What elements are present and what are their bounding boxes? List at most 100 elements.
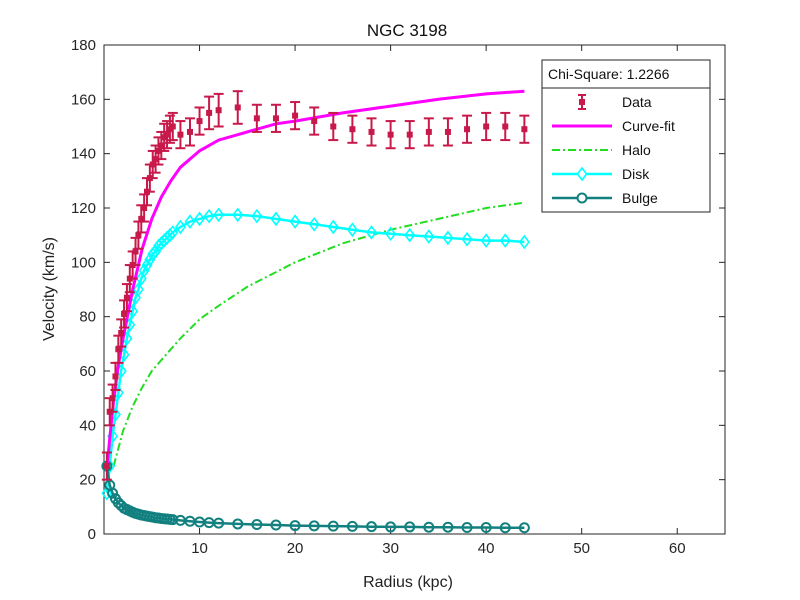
data-marker: [121, 310, 128, 317]
series-bulge-marker: [423, 521, 435, 533]
series-disk-marker: [442, 230, 454, 246]
series-disk-marker: [404, 227, 416, 243]
data-marker: [272, 115, 279, 122]
series-disk-marker: [194, 211, 206, 227]
data-marker: [118, 329, 125, 336]
series-disk-marker: [499, 233, 511, 248]
legend-disk-marker: [576, 166, 588, 182]
data-marker: [186, 128, 193, 135]
x-tick-label: 40: [478, 540, 495, 557]
series-disk-marker: [150, 244, 162, 259]
legend-label-disk: Disk: [622, 166, 650, 182]
series-bulge-marker: [366, 521, 378, 533]
data-marker: [115, 346, 122, 353]
series-disk-marker: [141, 257, 153, 273]
chi-square-annotation: Chi-Square: 1.2266: [548, 66, 670, 82]
series-disk-marker: [308, 216, 320, 232]
data-marker: [135, 232, 142, 239]
data-marker: [149, 161, 156, 168]
series-disk-marker: [232, 207, 244, 223]
data-point: [347, 114, 358, 144]
x-tick-label: 20: [287, 540, 304, 557]
series-disk-marker: [174, 219, 186, 235]
series-disk-marker: [270, 211, 282, 227]
data-marker: [253, 115, 260, 122]
series-disk-marker: [289, 214, 301, 229]
data-marker: [123, 294, 130, 301]
data-marker: [206, 109, 213, 116]
data-point: [290, 101, 301, 131]
axes: 10 20 30 40 50 60 0 20 40 60 80 100 120 140 160 180: [71, 37, 726, 557]
x-axis-label: Radius (kpc): [363, 574, 453, 591]
data-point: [423, 117, 434, 147]
legend: Chi-Square: 1.2266 Data Curve-fit Halo Disk B…: [541, 59, 711, 213]
series-disk-marker: [366, 225, 378, 240]
series-bulge-marker: [385, 521, 397, 533]
legend-label-data: Data: [622, 94, 652, 110]
data-point: [184, 117, 195, 147]
y-tick-label: 140: [71, 146, 96, 163]
series-bulge-marker: [270, 519, 282, 531]
data-marker: [425, 128, 432, 135]
y-tick-label: 100: [71, 254, 96, 271]
series-bulge-marker: [461, 521, 473, 533]
data-marker: [109, 395, 116, 402]
data-point: [366, 117, 377, 147]
data-point: [500, 111, 511, 142]
y-tick-label: 0: [88, 526, 96, 543]
y-tick-label: 60: [79, 363, 96, 380]
data-point: [194, 106, 205, 136]
legend-data-marker: [579, 99, 585, 105]
data-point: [213, 92, 224, 128]
data-marker: [502, 123, 509, 130]
y-tick-label: 160: [71, 91, 96, 108]
series-disk-marker: [144, 252, 156, 267]
legend-label-bulge: Bulge: [622, 190, 658, 206]
data-marker: [196, 118, 203, 125]
data-point: [309, 106, 320, 136]
series-disk-marker: [132, 282, 144, 297]
series-disk-marker: [385, 226, 397, 242]
data-marker: [311, 118, 318, 125]
series-bulge-marker: [289, 520, 301, 532]
data-point: [442, 117, 453, 147]
series-disk-marker: [423, 229, 435, 244]
data-point: [404, 120, 415, 150]
series-bulge-marker: [404, 521, 416, 533]
legend-label-halo: Halo: [622, 142, 651, 158]
series-disk-marker: [167, 225, 179, 240]
series-bulge-marker: [499, 522, 511, 534]
data-marker: [521, 126, 528, 133]
x-tick-label: 10: [191, 540, 208, 557]
y-axis-label: Velocity (km/s): [41, 237, 58, 341]
series-bulge-marker: [480, 521, 492, 533]
series-bulge-marker: [346, 520, 358, 532]
data-marker: [138, 215, 145, 222]
data-marker: [368, 128, 375, 135]
data-marker: [406, 131, 413, 138]
series-bulge-marker: [308, 520, 320, 532]
legend-bulge-marker: [576, 192, 588, 204]
data-point: [101, 451, 112, 481]
data-marker: [155, 147, 162, 154]
y-tick-label: 80: [79, 309, 96, 326]
series-disk-marker: [518, 234, 530, 250]
data-marker: [132, 248, 139, 255]
series-disk-marker: [203, 208, 215, 224]
data-marker: [349, 126, 356, 133]
data-marker: [152, 156, 159, 163]
axes-box: [103, 44, 726, 535]
data-marker: [112, 373, 119, 380]
data-point: [175, 120, 186, 150]
series-bulge-marker: [327, 520, 339, 532]
data-marker: [444, 128, 451, 135]
series-bulge-marker: [442, 521, 454, 533]
data-marker: [330, 123, 337, 130]
series-bulge-marker: [213, 517, 225, 529]
series-bulge-marker: [251, 518, 263, 530]
series-bulge-marker: [167, 514, 179, 526]
data-point: [251, 103, 262, 133]
data-marker: [141, 205, 148, 211]
y-tick-label: 20: [79, 472, 96, 489]
series-disk-marker: [251, 208, 263, 224]
